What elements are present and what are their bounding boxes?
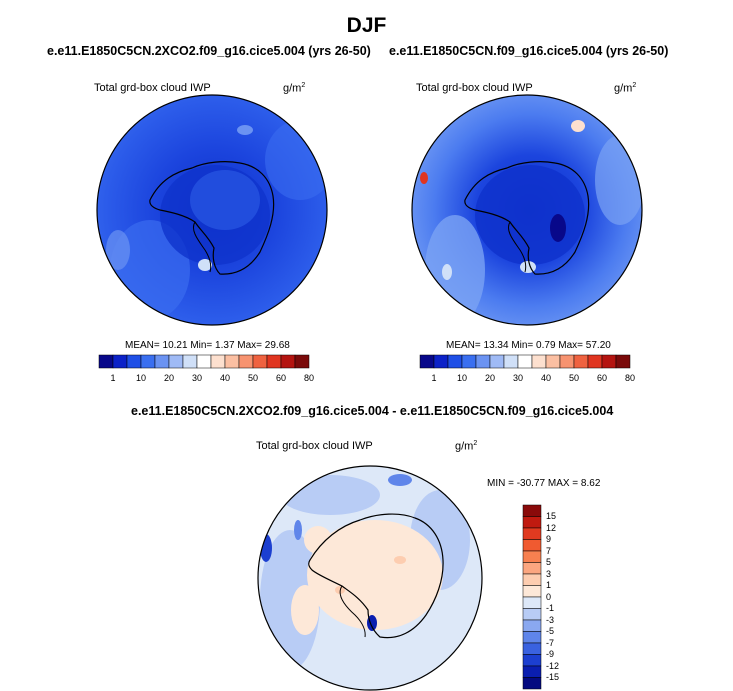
diff-colorbar-label: 15 [546, 511, 557, 521]
panel-2-case-title: e.e11.E1850C5CN.f09_g16.cice5.004 (yrs 2… [389, 44, 669, 58]
panel-2-colorbar [419, 354, 631, 369]
panel-1-map [97, 95, 327, 325]
panel-1-colorbar-label: 30 [191, 373, 202, 383]
diff-map [258, 466, 482, 690]
diff-colorbar-label: -12 [546, 660, 560, 671]
panel-1-coastline [149, 161, 275, 275]
panel-2-stats: MEAN= 13.34 Min= 0.79 Max= 57.20 [446, 340, 611, 351]
panel-1-stats: MEAN= 10.21 Min= 1.37 Max= 29.68 [125, 340, 290, 351]
diff-colorbar-label: 0 [546, 591, 552, 602]
panel-2-map [412, 95, 642, 325]
panel-1-colorbar-label: 1 [110, 373, 116, 383]
panel-1-colorbar-label: 50 [247, 373, 258, 383]
diff-colorbar-label: 5 [546, 557, 552, 567]
panel-2-colorbar-label: 10 [456, 373, 467, 383]
diff-colorbar-label: -5 [546, 626, 555, 636]
panel-1-colorbar-label: 10 [135, 373, 146, 383]
panel-2-colorbar-label: 40 [540, 373, 551, 383]
diff-colorbar-label: -9 [546, 649, 555, 659]
diff-colorbar [522, 504, 542, 690]
diff-colorbar-label: -3 [546, 614, 555, 625]
diff-colorbar-label: 1 [546, 580, 552, 590]
diff-unit-label: g/m2 [455, 440, 478, 453]
panel-2-colorbar-label: 50 [568, 373, 579, 383]
panel-1-colorbar-label: 60 [275, 373, 286, 383]
panel-1-colorbar-label: 80 [303, 373, 314, 383]
panel-2-coastline [464, 161, 590, 275]
panel-1-variable-label: Total grd-box cloud IWP [94, 82, 211, 94]
diff-colorbar-label: 7 [546, 545, 552, 556]
panel-2-unit-label: g/m2 [614, 82, 637, 95]
diff-panel-title: e.e11.E1850C5CN.2XCO2.f09_g16.cice5.004 … [131, 404, 614, 418]
panel-2-colorbar-label: 60 [596, 373, 607, 383]
diff-colorbar-label: -7 [546, 637, 555, 648]
panel-1-case-title: e.e11.E1850C5CN.2XCO2.f09_g16.cice5.004 … [47, 44, 371, 58]
panel-2-colorbar-label: 80 [624, 373, 635, 383]
diff-colorbar-label: -1 [546, 603, 555, 613]
diff-colorbar-label: 3 [546, 568, 552, 579]
panel-1-unit-label: g/m2 [283, 82, 306, 95]
diff-stats: MIN = -30.77 MAX = 8.62 [487, 478, 601, 489]
diff-colorbar-label: 9 [546, 534, 552, 544]
panel-2-colorbar-label: 20 [484, 373, 495, 383]
panel-2-variable-label: Total grd-box cloud IWP [416, 82, 533, 94]
panel-2-colorbar-label: 30 [512, 373, 523, 383]
main-title: DJF [346, 14, 387, 37]
diff-colorbar-label: 12 [546, 522, 557, 533]
panel-1-colorbar [98, 354, 310, 369]
diff-coastline [308, 513, 444, 639]
panel-1-colorbar-label: 40 [219, 373, 230, 383]
panel-1-colorbar-label: 20 [163, 373, 174, 383]
panel-2-colorbar-label: 1 [431, 373, 437, 383]
diff-colorbar-label: -15 [546, 672, 560, 682]
diff-variable-label: Total grd-box cloud IWP [256, 440, 373, 452]
